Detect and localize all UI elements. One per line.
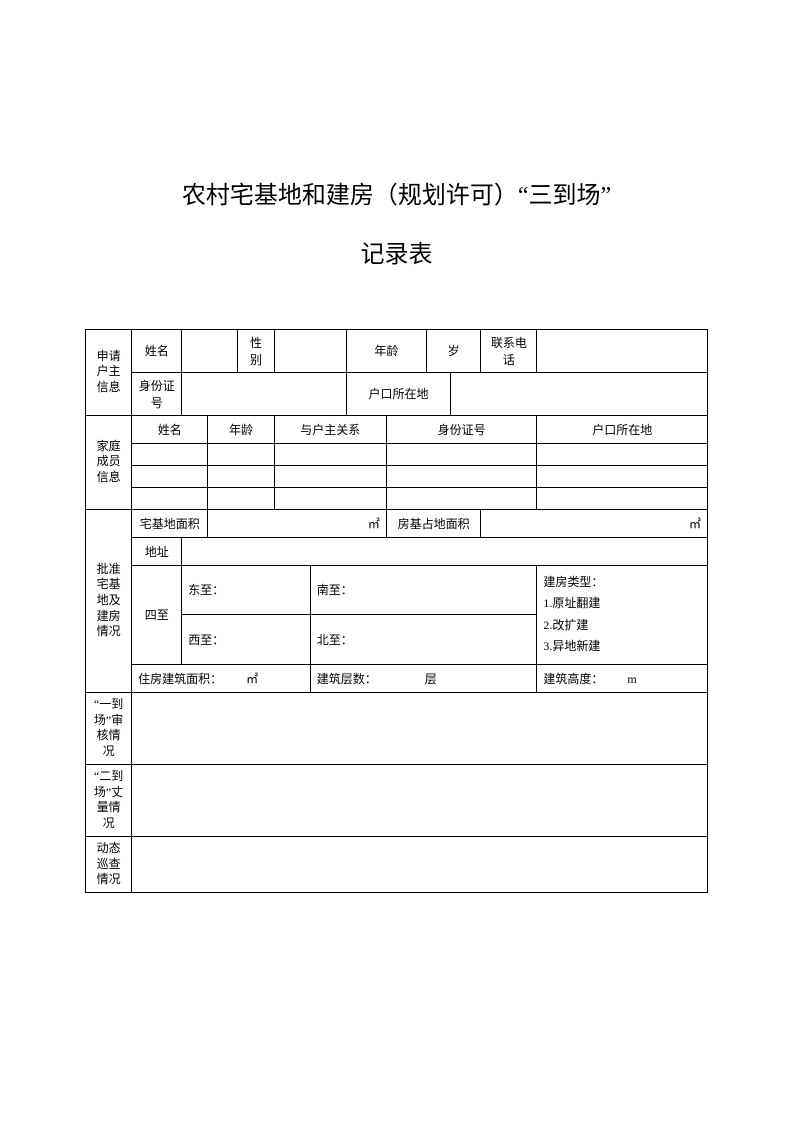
family-relation-1 <box>274 443 386 465</box>
visit2-content <box>132 764 708 836</box>
family-name-3 <box>132 487 208 509</box>
approval-row-sizhi-1: 四至 东至： 南至： 建房类型： 1.原址翻建 2.改扩建 3.异地新建 <box>86 565 708 615</box>
family-row-1 <box>86 443 708 465</box>
family-relation-3 <box>274 487 386 509</box>
visit1-section-label: “一到场”审核情况 <box>86 692 132 764</box>
family-id-header: 身份证号 <box>386 415 536 443</box>
applicant-row-1: 申请户主信息 姓名 性别 年龄 岁 联系电话 <box>86 329 708 372</box>
inspection-content <box>132 836 708 892</box>
north-cell: 北至： <box>310 615 537 665</box>
phone-value <box>537 329 708 372</box>
page-title-line1: 农村宅基地和建房（规划许可）“三到场” <box>85 180 708 214</box>
family-residence-3 <box>537 487 708 509</box>
family-section-label: 家庭成员信息 <box>86 415 132 509</box>
applicant-section-label: 申请户主信息 <box>86 329 132 415</box>
id-value <box>182 372 347 415</box>
address-value <box>182 537 708 565</box>
visit1-content <box>132 692 708 764</box>
family-name-header: 姓名 <box>132 415 208 443</box>
age-label: 年龄 <box>346 329 426 372</box>
family-age-header: 年龄 <box>208 415 274 443</box>
id-label: 身份证号 <box>132 372 182 415</box>
building-type-1: 1.原址翻建 <box>543 593 701 615</box>
south-cell: 南至： <box>310 565 537 615</box>
height-cell: 建筑高度： m <box>537 664 708 692</box>
family-row-2 <box>86 465 708 487</box>
building-type-2: 2.改扩建 <box>543 615 701 637</box>
family-row-3 <box>86 487 708 509</box>
family-residence-2 <box>537 465 708 487</box>
family-age-1 <box>208 443 274 465</box>
name-value <box>182 329 238 372</box>
building-type-3: 3.异地新建 <box>543 636 701 658</box>
family-age-3 <box>208 487 274 509</box>
family-age-2 <box>208 465 274 487</box>
inspection-section-label: 动态巡查情况 <box>86 836 132 892</box>
address-label: 地址 <box>132 537 182 565</box>
visit2-row: “二到场”丈量情况 <box>86 764 708 836</box>
building-types-cell: 建房类型： 1.原址翻建 2.改扩建 3.异地新建 <box>537 565 708 664</box>
family-residence-header: 户口所在地 <box>537 415 708 443</box>
gender-value <box>274 329 346 372</box>
record-table: 申请户主信息 姓名 性别 年龄 岁 联系电话 身份证号 户口所在地 家庭成员信息… <box>85 329 708 893</box>
family-name-2 <box>132 465 208 487</box>
building-type-label: 建房类型： <box>543 572 701 594</box>
land-area-label: 宅基地面积 <box>132 509 208 537</box>
visit1-row: “一到场”审核情况 <box>86 692 708 764</box>
residence-label: 户口所在地 <box>346 372 450 415</box>
approval-row-building: 住房建筑面积： ㎡ 建筑层数： 层 建筑高度： m <box>86 664 708 692</box>
family-id-3 <box>386 487 536 509</box>
page-title-line2: 记录表 <box>85 234 708 269</box>
east-cell: 东至： <box>182 565 310 615</box>
age-unit: 岁 <box>427 329 481 372</box>
sizhi-label: 四至 <box>132 565 182 664</box>
house-base-label: 房基占地面积 <box>386 509 480 537</box>
visit2-section-label: “二到场”丈量情况 <box>86 764 132 836</box>
name-label: 姓名 <box>132 329 182 372</box>
phone-label: 联系电话 <box>481 329 537 372</box>
west-cell: 西至： <box>182 615 310 665</box>
approval-section-label: 批准宅基地及建房情况 <box>86 509 132 692</box>
house-base-value: ㎡ <box>481 509 708 537</box>
building-area-cell: 住房建筑面积： ㎡ <box>132 664 311 692</box>
approval-row-area: 批准宅基地及建房情况 宅基地面积 ㎡ 房基占地面积 ㎡ <box>86 509 708 537</box>
family-header-row: 家庭成员信息 姓名 年龄 与户主关系 身份证号 户口所在地 <box>86 415 708 443</box>
floors-cell: 建筑层数： 层 <box>310 664 537 692</box>
family-relation-header: 与户主关系 <box>274 415 386 443</box>
family-relation-2 <box>274 465 386 487</box>
approval-row-address: 地址 <box>86 537 708 565</box>
land-area-value: ㎡ <box>208 509 387 537</box>
family-id-1 <box>386 443 536 465</box>
family-id-2 <box>386 465 536 487</box>
applicant-row-2: 身份证号 户口所在地 <box>86 372 708 415</box>
family-name-1 <box>132 443 208 465</box>
inspection-row: 动态巡查情况 <box>86 836 708 892</box>
gender-label: 性别 <box>238 329 274 372</box>
residence-value <box>451 372 708 415</box>
family-residence-1 <box>537 443 708 465</box>
